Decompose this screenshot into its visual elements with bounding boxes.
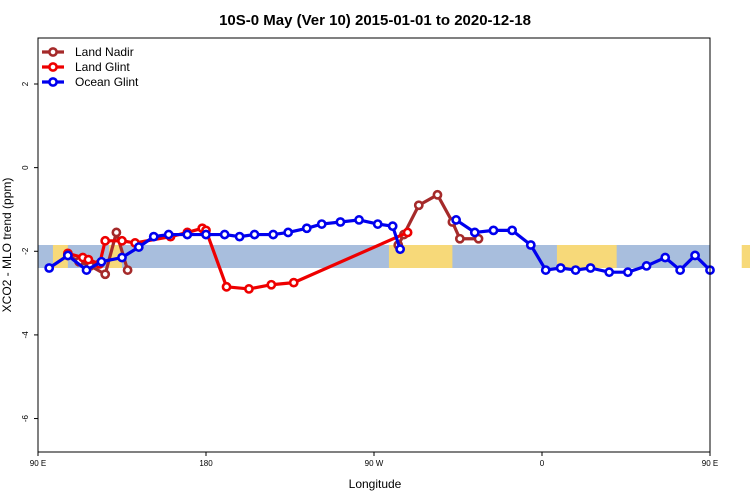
data-point [316,219,327,229]
y-axis: 2 0 -2 -4 -6 [21,81,38,422]
data-point [585,263,596,273]
data-point [507,225,518,236]
data-point [570,265,581,275]
data-point [604,267,615,278]
data-point [201,229,211,240]
y-tick-label: -4 [21,331,30,339]
y-axis-label: XCO2 - MLO trend (ppm) [0,178,14,313]
data-point [44,263,55,273]
data-point [641,261,652,271]
data-point [451,215,462,225]
data-point [81,265,92,275]
data-point [234,231,245,242]
x-tick-label: 0 [540,459,545,468]
chart-title: 10S-0 May (Ver 10) 2015-01-01 to 2020-12… [219,12,531,29]
legend-swatch-marker [48,62,58,72]
data-point [100,269,111,280]
y-tick-label: 0 [21,165,30,170]
legend-swatch-marker [48,77,58,87]
land-patch [388,245,453,268]
legend-label: Ocean Glint [75,75,139,89]
y-tick-label: 2 [21,81,30,86]
data-point [372,219,383,229]
legend-swatch-marker [48,47,58,57]
data-point [83,254,94,265]
legend-label: Land Nadir [75,45,134,59]
y-tick-label: -2 [21,247,30,255]
data-point [488,225,499,236]
data-point [100,235,111,246]
data-point [555,263,566,273]
x-axis: 90 E 180 90 W 0 90 E [30,452,718,468]
data-point [117,252,127,263]
data-point [288,277,299,288]
data-point [111,227,122,238]
data-point [525,240,536,250]
series-line [396,193,479,246]
data-point [395,244,406,255]
data-point [182,229,193,240]
series-line [48,218,402,272]
data-point [402,227,413,238]
data-point [221,281,232,292]
series-line [455,218,712,274]
data-point [469,227,480,238]
data-point [219,229,230,240]
data-point [96,256,107,267]
data-point [266,279,277,290]
data-point [660,252,671,263]
data-point [454,233,465,244]
data-point [283,227,294,238]
data-point [387,221,398,232]
x-tick-label: 90 E [702,459,718,468]
data-point [540,265,551,275]
y-tick-label: -6 [21,414,30,422]
x-tick-label: 180 [199,459,213,468]
data-point [432,189,443,200]
series-ocean-glint [44,215,715,278]
data-point [675,265,686,275]
data-point [622,267,633,278]
data-point [301,223,312,234]
x-tick-label: 90 E [30,459,46,468]
series-layer [44,189,715,294]
legend-label: Land Glint [75,60,130,74]
data-point [133,242,144,252]
data-point [354,215,364,225]
x-axis-label: Longitude [349,477,402,491]
data-point [249,229,260,240]
data-point [122,265,133,275]
land-patch [741,245,750,268]
data-point [244,284,254,294]
data-point [690,250,700,261]
land-patch [556,245,617,268]
x-tick-label: 90 W [365,459,384,468]
data-point [148,231,159,242]
data-point [268,229,279,240]
data-point [62,250,73,261]
data-point [163,229,174,240]
data-point [117,235,127,246]
data-point [413,200,424,211]
data-point [335,217,346,227]
